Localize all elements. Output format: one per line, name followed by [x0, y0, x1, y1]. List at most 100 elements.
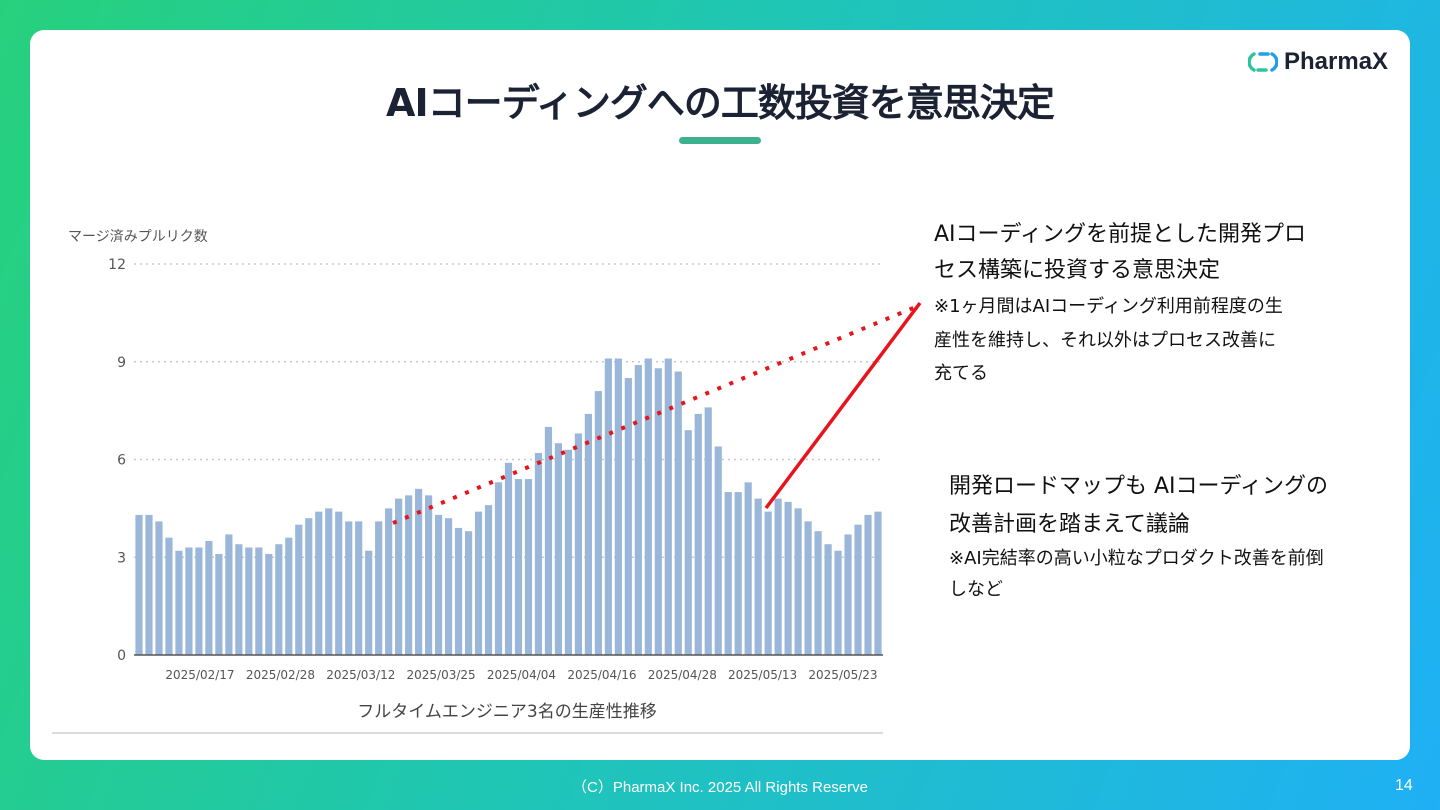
bar: [305, 518, 313, 655]
bar: [135, 514, 143, 655]
bar: [574, 433, 582, 655]
bar: [684, 430, 692, 655]
x-tick-label: 2025/04/16: [567, 668, 636, 682]
upper-note-line3: 充てる: [934, 363, 988, 384]
trend-solid-line: [764, 301, 922, 510]
bar: [544, 426, 553, 655]
y-axis-label: マージ済みプルリク数: [68, 229, 208, 245]
bar: [275, 544, 283, 655]
bar: [335, 511, 343, 655]
y-tick-label: 12: [108, 257, 126, 273]
bar-series: [135, 358, 882, 656]
x-tick-label: 2025/04/04: [487, 668, 556, 682]
lower-note-line2: しなど: [949, 579, 1003, 600]
bar: [824, 544, 832, 655]
slide-title: AIコーディングへの工数投資を意思決定: [386, 81, 1055, 125]
bar: [604, 358, 612, 655]
x-tick-label: 2025/02/28: [246, 668, 315, 682]
bar: [245, 547, 253, 655]
upper-note-line2: 産性を維持し、それ以外はプロセス改善に: [934, 330, 1276, 351]
bar: [734, 492, 742, 655]
bar: [345, 521, 353, 655]
upper-heading-line2: セス構築に投資する意思決定: [934, 258, 1221, 283]
bar: [854, 524, 862, 655]
bar: [614, 358, 622, 655]
bar: [794, 508, 802, 656]
title-underline: [679, 137, 761, 144]
bar: [165, 537, 173, 655]
x-tick-label: 2025/05/13: [728, 668, 797, 682]
lower-heading-line2: 改善計画を踏まえて議論: [949, 512, 1190, 537]
upper-heading-line1: AIコーディングを前提とした開発プロ: [934, 222, 1306, 247]
x-tick-label: 2025/02/17: [165, 668, 234, 682]
pharmax-logo-icon: [1248, 52, 1278, 72]
y-tick-labels: 0 3 6 9 12: [108, 257, 126, 664]
y-tick-label: 3: [117, 550, 126, 566]
x-tick-labels: 2025/02/17 2025/02/28 2025/03/12 2025/03/25…: [165, 668, 877, 682]
bar: [454, 527, 463, 655]
bar: [804, 521, 812, 655]
x-tick-label: 2025/03/25: [407, 668, 476, 682]
bar: [255, 547, 263, 655]
bar: [464, 531, 473, 655]
bar: [225, 534, 233, 655]
bar: [524, 479, 533, 655]
lower-note-line1: ※AI完結率の高い小粒なプロダクト改善を前倒: [949, 548, 1324, 569]
pharmax-logo: PharmaX: [1248, 48, 1388, 76]
bar: [265, 553, 273, 655]
bar: [504, 462, 513, 655]
bar: [474, 511, 483, 655]
logo-text: PharmaX: [1284, 48, 1389, 75]
bar: [874, 511, 882, 655]
bar: [385, 508, 393, 656]
bar: [624, 378, 632, 655]
bar: [534, 452, 543, 655]
bar: [395, 498, 403, 655]
bar: [724, 492, 732, 655]
bar: [315, 511, 323, 655]
x-tick-label: 2025/03/12: [326, 668, 395, 682]
bar: [215, 553, 223, 655]
bar: [405, 495, 413, 655]
bar: [864, 514, 872, 655]
x-tick-label: 2025/04/28: [648, 668, 717, 682]
bar: [674, 371, 682, 655]
bar: [444, 518, 453, 655]
bar: [634, 365, 642, 655]
x-axis-caption: フルタイムエンジニア3名の生産性推移: [357, 702, 656, 722]
bar: [155, 521, 163, 655]
bar: [365, 550, 373, 655]
bar: [784, 501, 792, 655]
bar: [494, 482, 503, 655]
bar: [205, 540, 213, 655]
bar: [654, 368, 662, 655]
bar: [704, 407, 712, 655]
bar: [694, 413, 702, 655]
bar: [844, 534, 852, 655]
y-tick-label: 0: [117, 648, 126, 664]
y-tick-label: 9: [117, 355, 126, 371]
bar: [285, 537, 293, 655]
bar: [435, 514, 443, 655]
bar: [594, 391, 602, 655]
bar: [554, 443, 563, 655]
bar: [744, 482, 752, 655]
bar: [295, 524, 303, 655]
bar: [764, 511, 772, 655]
page-number: 14: [1395, 777, 1413, 794]
bar: [514, 479, 523, 655]
bar: [564, 449, 573, 655]
bar: [714, 446, 722, 655]
bar: [325, 508, 333, 656]
bar: [814, 531, 822, 655]
bar: [375, 521, 383, 655]
bar: [355, 521, 363, 655]
bar: [195, 547, 203, 655]
bar: [185, 547, 193, 655]
trend-dotted-line: [392, 304, 919, 525]
lower-heading-line1: 開発ロードマップも AIコーディングの: [949, 474, 1328, 499]
bar: [754, 498, 762, 655]
bar: [774, 498, 782, 655]
bar: [484, 505, 493, 655]
